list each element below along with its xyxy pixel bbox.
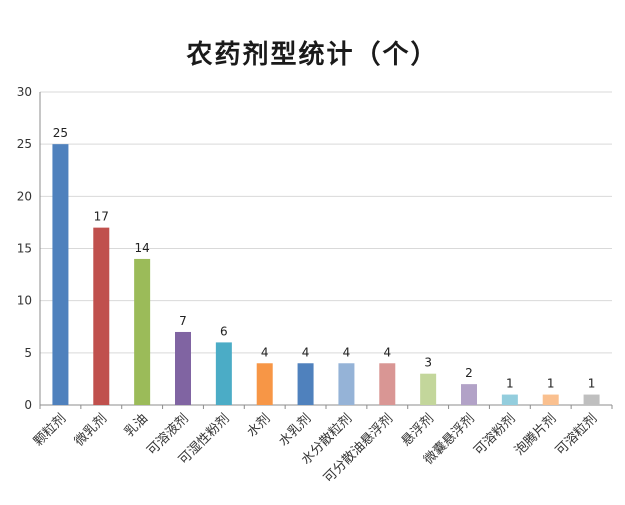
y-tick-label: 25 [17,137,32,151]
data-label: 4 [302,345,310,359]
bar [501,394,518,405]
data-label: 14 [135,241,150,255]
data-label: 3 [424,356,432,370]
y-tick-label: 15 [17,242,32,256]
data-label: 1 [506,377,514,391]
x-tick-label: 水剂 [245,411,274,440]
x-tick-label: 乳油 [122,411,151,440]
y-tick-label: 30 [17,85,32,99]
chart-title: 农药剂型统计（个） [186,40,439,70]
x-tick-label: 颗粒剂 [31,411,69,449]
x-tick-label: 微乳剂 [72,411,110,449]
bar [175,331,191,405]
bar [542,394,559,405]
data-label: 7 [179,314,187,328]
bar [215,342,232,405]
bar [134,258,151,405]
data-label: 25 [53,126,68,140]
y-tick-label: 5 [24,346,32,360]
y-tick-label: 10 [17,294,32,308]
bar [297,363,314,405]
x-tick-label: 水乳剂 [276,411,314,449]
x-tick-label: 可溶粉剂 [471,411,518,458]
bar [338,363,355,405]
data-label: 4 [383,345,391,359]
x-tick-label: 泡腾片剂 [511,411,559,459]
data-label: 2 [465,366,473,380]
data-label: 6 [220,324,228,338]
data-label: 4 [343,345,351,359]
bar [379,363,396,405]
bar [52,144,69,405]
bar [93,227,110,405]
data-label: 17 [94,210,109,224]
bar [420,373,437,405]
data-label: 1 [547,377,555,391]
bar [256,363,273,405]
bar [461,384,477,405]
y-tick-label: 20 [17,189,32,203]
x-tick-label: 悬浮剂 [399,411,437,449]
data-label: 4 [261,345,269,359]
bar [583,394,600,405]
x-tick-label: 可溶粒剂 [553,411,600,458]
y-tick-label: 0 [24,398,32,412]
data-label: 1 [588,377,596,391]
